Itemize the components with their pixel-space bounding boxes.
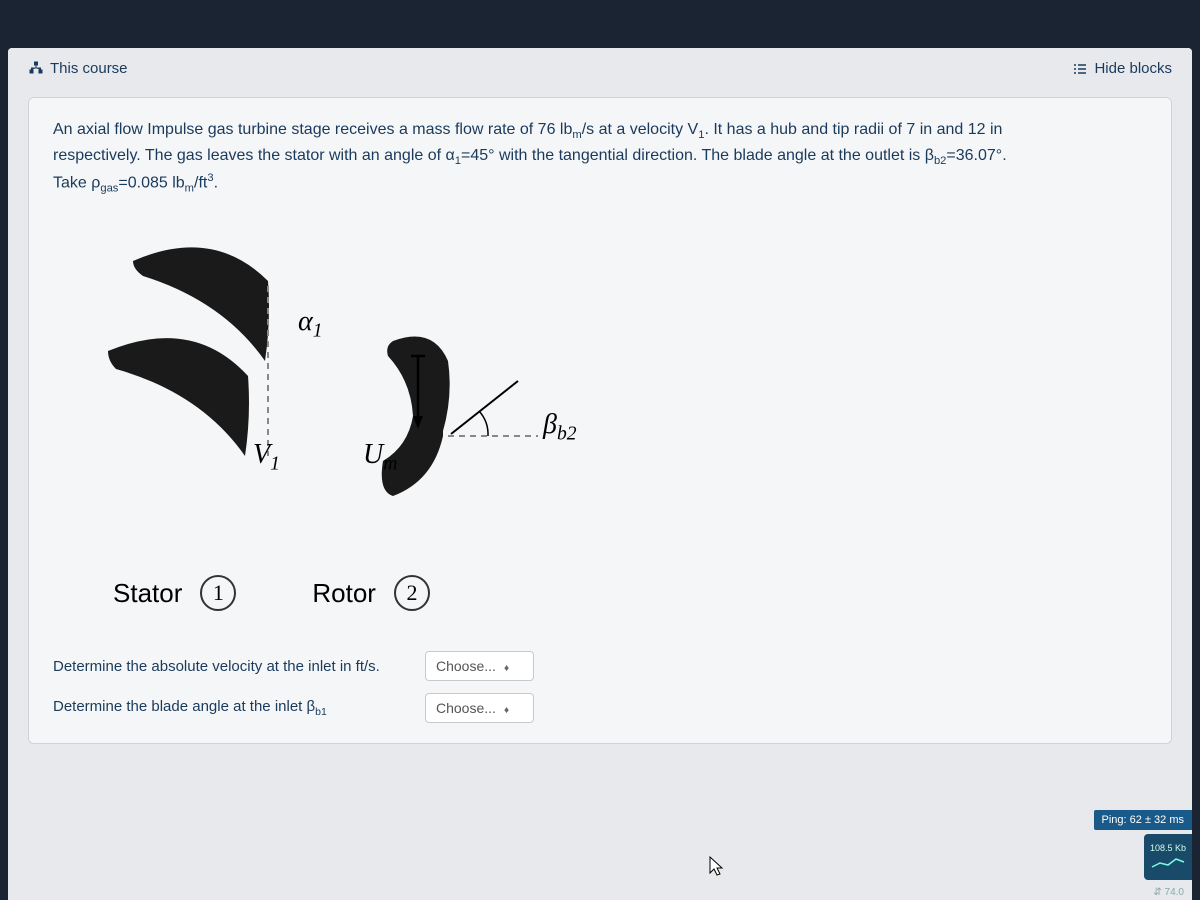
question-text: An axial flow Impulse gas turbine stage … [53, 118, 1147, 197]
v1-label: V1 [253, 439, 280, 476]
prompt-velocity: Determine the absolute velocity at the i… [53, 658, 413, 675]
select-arrows-icon: ♦ [504, 705, 509, 716]
rotor-label: Rotor [312, 578, 376, 609]
this-course-label: This course [50, 60, 128, 77]
prompt-blade-angle: Determine the blade angle at the inlet β… [53, 698, 413, 718]
stator-label: Stator [113, 578, 182, 609]
list-icon [1072, 61, 1088, 77]
beta-b2-label: βb2 [543, 409, 577, 446]
select-velocity[interactable]: Choose...♦ [425, 651, 534, 681]
station-1: 1 [200, 575, 236, 611]
select-blade-angle[interactable]: Choose...♦ [425, 693, 534, 723]
hide-blocks-link[interactable]: Hide blocks [1072, 60, 1172, 77]
speed-overlay: 108.5 Kb [1144, 834, 1192, 880]
blade-diagram-svg [93, 221, 653, 581]
sitemap-icon [28, 61, 44, 77]
select-arrows-icon: ♦ [504, 663, 509, 674]
cursor-icon [708, 855, 726, 882]
answer-row-2: Determine the blade angle at the inlet β… [53, 693, 1147, 723]
station-labels: Stator 1 Rotor 2 [113, 575, 430, 611]
hide-blocks-label: Hide blocks [1094, 60, 1172, 77]
question-card: An axial flow Impulse gas turbine stage … [28, 97, 1172, 744]
top-nav: This course Hide blocks [8, 48, 1192, 89]
turbine-diagram: α1 V1 Um βb2 Stator 1 Rotor 2 [93, 221, 1147, 621]
speed-bottom: ⇵ 74.0 [1145, 885, 1192, 900]
this-course-link[interactable]: This course [28, 60, 128, 77]
answer-row-1: Determine the absolute velocity at the i… [53, 651, 1147, 681]
um-label: Um [363, 439, 397, 476]
ping-overlay: Ping: 62 ± 32 ms [1094, 810, 1192, 830]
station-2: 2 [394, 575, 430, 611]
alpha1-label: α1 [298, 306, 323, 343]
